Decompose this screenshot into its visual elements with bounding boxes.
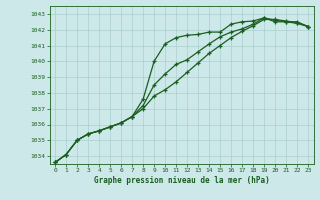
X-axis label: Graphe pression niveau de la mer (hPa): Graphe pression niveau de la mer (hPa) [94,176,269,185]
